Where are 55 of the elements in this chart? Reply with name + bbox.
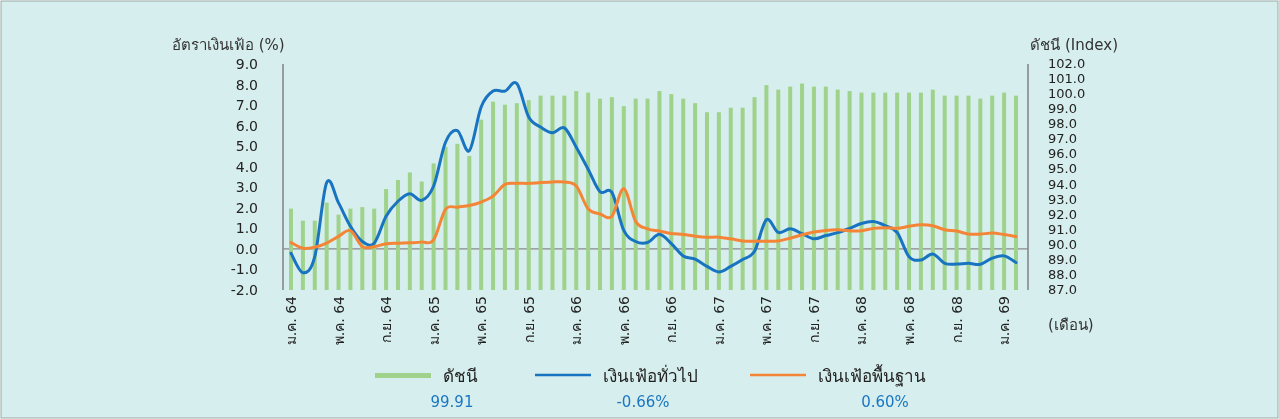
y-tick-label: 6.0	[235, 117, 258, 134]
y-axis-title: อัตราเงินเฟ้อ (%)	[172, 36, 285, 54]
x-tick-label: ก.ย. 64	[378, 295, 395, 344]
x-tick-label: ม.ค. 64	[283, 295, 299, 346]
x-tick-label: พ.ค. 68	[901, 296, 918, 346]
text: 99.91	[430, 393, 474, 411]
y-tick-label: 8.0	[235, 76, 258, 93]
y2-tick-label: 94.0	[1048, 176, 1077, 192]
y2-tick-label: 93.0	[1048, 191, 1077, 207]
y2-tick-label: 96.0	[1048, 146, 1077, 162]
line-series	[289, 180, 1018, 251]
y2-tick-label: 90.0	[1048, 236, 1077, 252]
legend-label: เงินเฟ้อทั่วไป	[603, 364, 698, 386]
y-tick-label: 2.0	[235, 199, 258, 216]
y2-tick-label: 88.0	[1048, 266, 1077, 282]
x-axis-title: (เดือน)	[1048, 316, 1094, 334]
y-tick-label: 7.0	[235, 97, 258, 114]
x-tick-label: ม.ค. 67	[710, 296, 727, 346]
y2-tick-label: 100.0	[1048, 86, 1086, 102]
x-tick-label: ก.ย. 67	[805, 296, 822, 344]
x-tick-label: ม.ค. 69	[996, 296, 1013, 346]
y-tick-label: 3.0	[235, 179, 258, 196]
x-tick-label: พ.ค. 65	[473, 296, 490, 346]
x-tick-label: ก.ย. 68	[948, 296, 965, 344]
line-series	[289, 81, 1018, 275]
x-tick-label: ม.ค. 65	[425, 296, 442, 346]
text: -0.66%	[616, 393, 670, 411]
x-tick-label: ม.ค. 66	[568, 295, 585, 346]
x-tick-label: พ.ค. 67	[758, 296, 775, 346]
y-tick-label: 1.0	[235, 220, 258, 237]
y2-tick-label: 87.0	[1048, 282, 1077, 297]
x-tick-label: ม.ค. 68	[853, 296, 870, 346]
y2-tick-label: 98.0	[1048, 116, 1077, 132]
y-tick-label: -2.0	[230, 282, 258, 298]
text: 0.60%	[861, 393, 909, 411]
legend-label: ดัชนี	[443, 366, 478, 386]
x-tick-label: พ.ค. 64	[330, 295, 347, 346]
y2-tick-label: 91.0	[1048, 221, 1077, 237]
y-tick-label: 9.0	[235, 56, 258, 72]
legend-label: เงินเฟ้อพื้นฐาน	[818, 364, 926, 387]
x-tick-label: พ.ค. 66	[615, 295, 632, 346]
y2-axis-title: ดัชนี (Index)	[1030, 36, 1118, 54]
y-tick-label: -1.0	[230, 261, 258, 278]
y2-tick-label: 89.0	[1048, 251, 1077, 267]
y2-tick-label: 92.0	[1048, 206, 1077, 222]
x-tick-label: ก.ย. 66	[663, 295, 680, 344]
y-tick-label: 0.0	[235, 240, 258, 257]
x-tick-label: ก.ย. 65	[520, 296, 537, 344]
y2-tick-label: 102.0	[1048, 56, 1086, 71]
y2-tick-label: 99.0	[1048, 101, 1077, 117]
y-tick-label: 4.0	[235, 158, 258, 175]
y2-tick-label: 101.0	[1048, 71, 1086, 87]
y2-tick-label: 95.0	[1048, 161, 1077, 177]
y-tick-label: 5.0	[235, 138, 258, 155]
y2-tick-label: 97.0	[1048, 131, 1077, 147]
